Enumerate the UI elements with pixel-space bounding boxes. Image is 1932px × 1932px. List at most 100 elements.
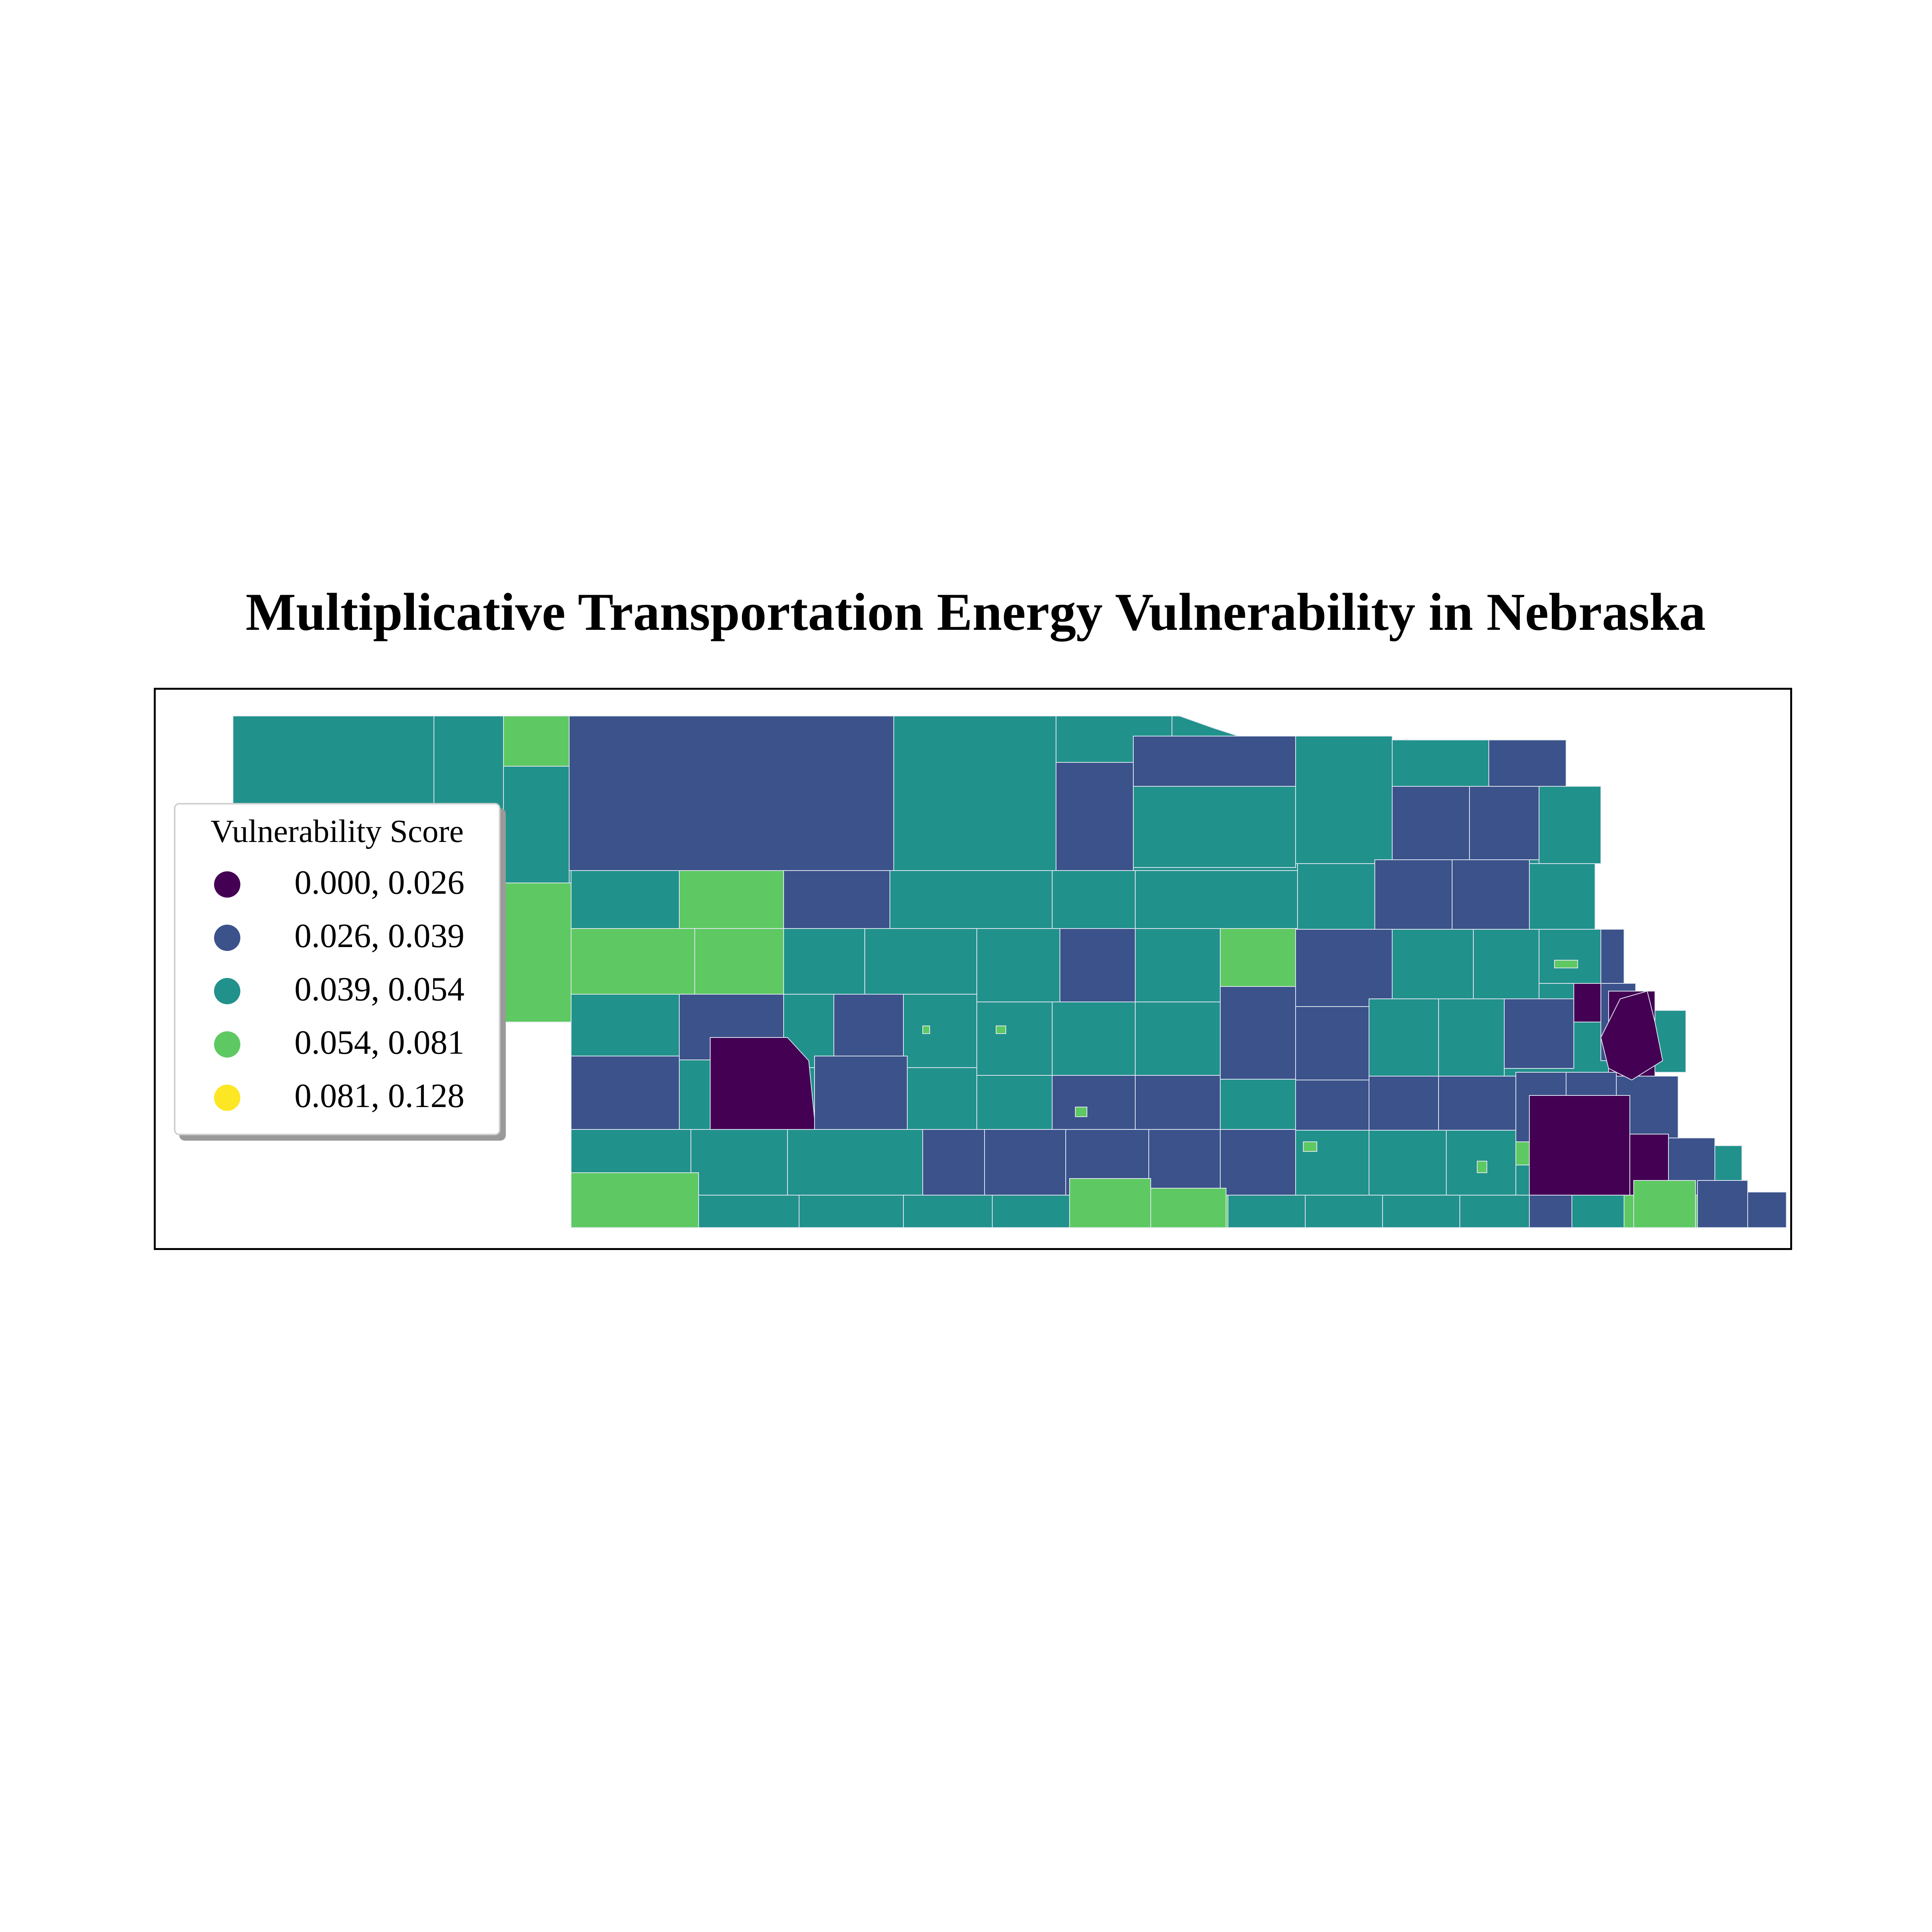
tract-95 [1228, 1195, 1306, 1228]
tract-80 [1220, 1129, 1296, 1196]
tract-51 [1295, 1006, 1369, 1080]
legend-swatch-1 [214, 871, 240, 898]
legend-item-5: 0.081, 0.128 [175, 1078, 499, 1116]
tract-107 [1697, 1180, 1748, 1228]
tract-67 [1369, 1076, 1439, 1131]
tract-39 [1473, 929, 1539, 999]
tract-97 [1382, 1195, 1460, 1228]
tract-77 [984, 1129, 1066, 1196]
tract-20 [679, 870, 784, 937]
tract-17 [1488, 740, 1566, 787]
legend-item-4: 0.054, 0.081 [175, 1024, 499, 1063]
tract-79 [1148, 1129, 1221, 1196]
legend-swatch-5 [214, 1085, 240, 1111]
tract-25 [1297, 863, 1375, 930]
tract-113 [1303, 1141, 1317, 1152]
tract-5 [495, 883, 571, 1022]
legend: Vulnerability Score 0.000, 0.026 0.026, … [174, 803, 500, 1135]
legend-label-3: 0.039, 0.054 [294, 971, 464, 1008]
tract-lancaster [1529, 1095, 1630, 1204]
tract-3 [503, 716, 570, 767]
tract-13 [1295, 736, 1393, 864]
tract-37 [1295, 929, 1393, 1007]
tract-105 [1150, 1188, 1226, 1228]
tract-40 [1539, 929, 1601, 984]
legend-label-4: 0.054, 0.081 [294, 1024, 464, 1061]
tract-14 [1392, 740, 1489, 787]
tract-10 [1056, 762, 1134, 871]
legend-swatch-2 [214, 925, 240, 951]
tract-103 [571, 1172, 699, 1228]
tract-21 [783, 870, 890, 929]
census-tract-layer [233, 716, 1787, 1228]
tract-99 [1529, 1195, 1572, 1228]
tract-douglas-sarpy [1600, 990, 1663, 1081]
tract-74 [690, 1129, 788, 1196]
tract-29 [571, 928, 695, 995]
legend-item-1: 0.000, 0.026 [175, 864, 499, 903]
tract-82 [1369, 1130, 1447, 1196]
tract-63 [1052, 1075, 1136, 1138]
tract-15 [1392, 786, 1470, 860]
tract-24 [1135, 870, 1298, 929]
map-title: Multiplicative Transportation Energy Vul… [245, 582, 1706, 641]
tract-4 [503, 766, 570, 894]
tract-46 [903, 994, 977, 1068]
tract-96 [1305, 1195, 1383, 1228]
tract-68 [1438, 1076, 1516, 1131]
legend-label-2: 0.026, 0.039 [294, 917, 464, 955]
tract-84 [1515, 1141, 1530, 1165]
tract-22 [889, 870, 1053, 929]
tract-61 [907, 1067, 977, 1130]
tract-81 [1295, 1130, 1369, 1196]
tract-110 [996, 1026, 1006, 1034]
tract-92 [992, 1195, 1074, 1228]
tract-16 [1469, 786, 1539, 860]
legend-swatch-4 [214, 1031, 240, 1058]
tract-48 [1052, 1002, 1136, 1076]
tract-111 [1075, 1107, 1087, 1117]
tract-76 [922, 1129, 985, 1196]
tract-66 [1295, 1080, 1369, 1131]
tract-98 [1459, 1195, 1530, 1228]
tract-27 [1452, 859, 1530, 930]
tract-42 [571, 994, 680, 1056]
tract-64 [1135, 1075, 1221, 1130]
nebraska-choropleth-map [233, 716, 1787, 1228]
tract-26 [1374, 859, 1452, 930]
tract-11 [1133, 736, 1296, 787]
tract-41 [1600, 929, 1624, 984]
tract-91 [903, 1195, 993, 1228]
tract-100 [1571, 1195, 1624, 1228]
tract-112 [1477, 1161, 1487, 1173]
legend-swatch-3 [214, 978, 240, 1004]
tract-8 [893, 716, 1056, 871]
tract-34 [1060, 928, 1136, 1002]
tract-62 [976, 1075, 1053, 1138]
tract-65 [1220, 1079, 1296, 1130]
tract-60 [814, 1056, 908, 1130]
tract-59 [571, 1056, 680, 1130]
tract-53 [1438, 998, 1505, 1077]
tract-104 [1069, 1178, 1151, 1228]
tract-12 [1133, 786, 1296, 868]
tract-47 [976, 1002, 1053, 1076]
tract-114 [922, 1026, 930, 1034]
tract-52 [1369, 998, 1439, 1077]
tract-75 [787, 1129, 923, 1196]
tract-55 [1573, 983, 1601, 1022]
tract-106 [1633, 1180, 1696, 1228]
tract-108 [1747, 1192, 1787, 1228]
tract-30 [694, 928, 784, 995]
legend-item-3: 0.039, 0.054 [175, 971, 499, 1010]
tract-33 [976, 928, 1060, 1002]
tract-50 [1220, 986, 1296, 1080]
tract-35 [1135, 928, 1221, 1002]
tract-7 [569, 716, 894, 871]
tract-18 [1539, 786, 1601, 864]
tract-19 [571, 870, 680, 929]
tract-23 [1052, 870, 1136, 929]
tract-89 [698, 1195, 799, 1228]
legend-label-5: 0.081, 0.128 [294, 1077, 464, 1115]
tract-31 [783, 928, 865, 995]
